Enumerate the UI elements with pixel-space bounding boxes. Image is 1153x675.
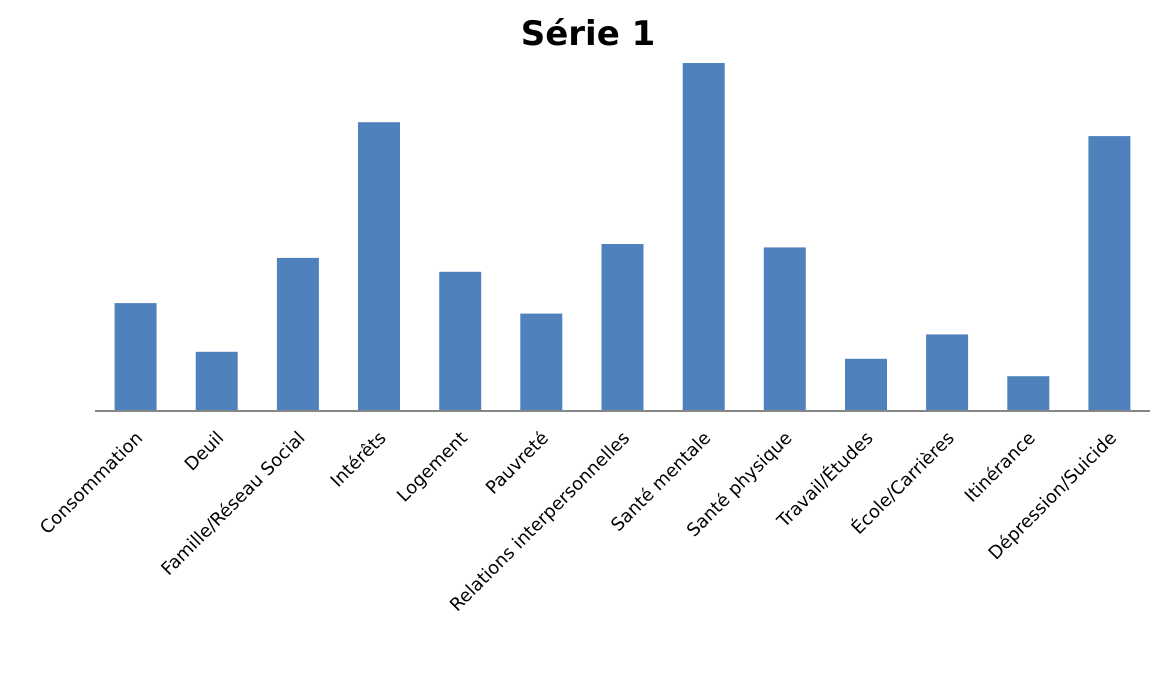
category-label-0: Consommation bbox=[36, 428, 147, 539]
bar-1 bbox=[195, 351, 238, 411]
category-label-11: Itinérance bbox=[961, 428, 1040, 507]
chart-title: Série 1 bbox=[521, 14, 656, 54]
category-label-6: Relations interpersonnelles bbox=[446, 428, 634, 616]
bar-12 bbox=[1088, 136, 1131, 411]
bar-8 bbox=[763, 247, 806, 411]
bar-7 bbox=[682, 63, 725, 411]
category-label-4: Logement bbox=[393, 428, 472, 507]
bar-9 bbox=[845, 358, 887, 411]
bar-6 bbox=[601, 244, 644, 411]
category-label-2: Famille/Réseau Social bbox=[157, 428, 309, 580]
bars-group bbox=[114, 63, 1131, 411]
bar-11 bbox=[1007, 376, 1050, 411]
bar-2 bbox=[276, 257, 319, 411]
category-label-5: Pauvreté bbox=[482, 428, 553, 499]
bar-0 bbox=[114, 303, 157, 411]
category-label-1: Deuil bbox=[181, 428, 229, 476]
bar-10 bbox=[926, 334, 969, 411]
bar-5 bbox=[520, 313, 563, 411]
category-label-3: Intérêts bbox=[327, 428, 391, 492]
bar-4 bbox=[439, 271, 482, 411]
bar-3 bbox=[358, 122, 400, 411]
